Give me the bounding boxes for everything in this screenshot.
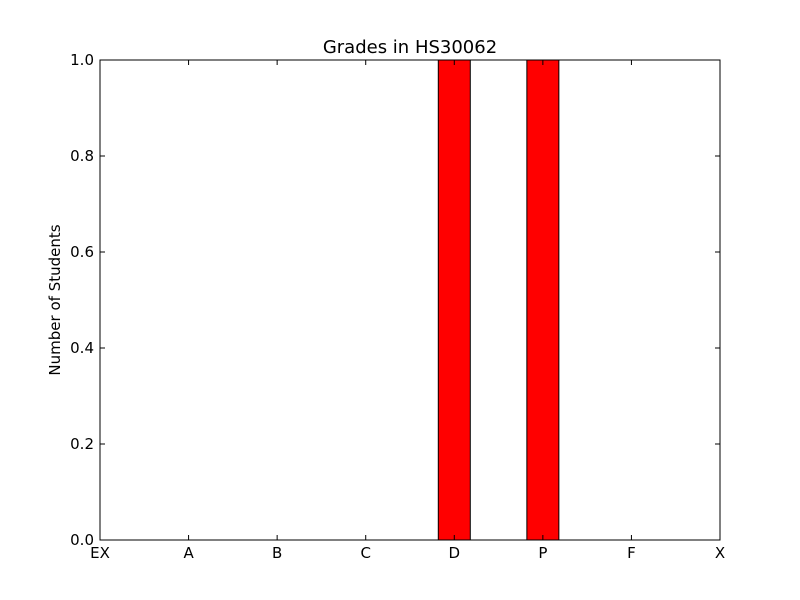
x-tick-label-d: D — [449, 544, 461, 562]
x-tick-label-x: X — [715, 544, 725, 562]
chart-title: Grades in HS30062 — [323, 37, 497, 58]
bar-p — [526, 59, 560, 541]
y-tick-label-0: 0.0 — [70, 531, 94, 549]
x-tick-label-a: A — [183, 544, 194, 562]
y-axis-label: Number of Students — [46, 224, 64, 375]
x-tick-label-f: F — [627, 544, 636, 562]
y-tick-label-4: 0.8 — [70, 147, 94, 165]
y-tick-label-3: 0.6 — [70, 243, 94, 261]
plot-frame — [99, 59, 721, 541]
x-tick-label-b: B — [272, 544, 282, 562]
x-tick-label-p: P — [538, 544, 547, 562]
y-tick-label-5: 1.0 — [70, 51, 94, 69]
x-tick-label-ex: EX — [90, 544, 110, 562]
x-tick-label-c: C — [360, 544, 370, 562]
ticks-layer: EX A B C D P F X 0.0 0.2 0.4 0.6 0.8 1.0 — [70, 51, 725, 562]
bar-d — [437, 59, 471, 541]
bars-layer — [437, 59, 560, 541]
y-tick-label-1: 0.2 — [70, 435, 94, 453]
y-tick-label-2: 0.4 — [70, 339, 94, 357]
